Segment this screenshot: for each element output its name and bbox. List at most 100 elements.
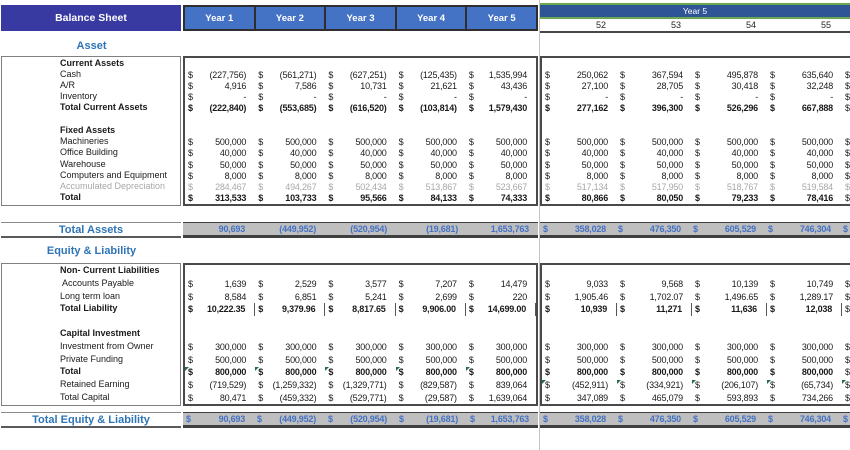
value-cell[interactable]: $ (520,954) bbox=[325, 413, 396, 425]
value-cell[interactable]: $746,304 bbox=[765, 223, 840, 235]
row-label[interactable]: Private Funding bbox=[60, 353, 124, 364]
row-label[interactable]: Non- Current Liabilities bbox=[60, 265, 160, 276]
value-cell[interactable]: $ (449,952) bbox=[254, 413, 325, 425]
value-cell[interactable]: $500,000 bbox=[617, 353, 692, 366]
value-cell[interactable]: $12,038 bbox=[767, 302, 842, 316]
row-label[interactable]: Accumulated Depreciation bbox=[60, 181, 166, 192]
value-cell[interactable]: $605,529 bbox=[690, 413, 765, 425]
value-cell[interactable]: $300,000 bbox=[325, 341, 395, 354]
value-cell[interactable]: $ (529,771) bbox=[325, 391, 395, 404]
overflow-currency-cell[interactable]: $ bbox=[842, 366, 850, 379]
value-cell[interactable]: $40,000 bbox=[617, 148, 692, 159]
value-cell[interactable]: $27,100 bbox=[542, 80, 617, 91]
value-cell[interactable]: $ (227,756) bbox=[185, 69, 255, 80]
value-cell[interactable]: $4,916 bbox=[185, 80, 255, 91]
overflow-currency-cell[interactable]: $ bbox=[840, 413, 850, 425]
value-cell[interactable]: $80,050 bbox=[617, 193, 692, 204]
value-cell[interactable]: $ (561,271) bbox=[255, 69, 325, 80]
value-cell[interactable]: $ (29,587) bbox=[396, 391, 466, 404]
row-label[interactable]: Investment from Owner bbox=[60, 341, 154, 352]
value-cell[interactable]: $30,418 bbox=[692, 80, 767, 91]
value-cell[interactable]: $ (452,911) bbox=[542, 379, 617, 392]
value-cell[interactable]: $494,267 bbox=[255, 181, 325, 192]
value-cell[interactable]: $518,767 bbox=[692, 181, 767, 192]
value-cell[interactable]: $3,577 bbox=[325, 278, 395, 291]
year-tab-header[interactable]: Year 5 bbox=[467, 7, 536, 29]
overflow-currency-cell[interactable]: $ bbox=[842, 92, 850, 103]
value-cell[interactable]: $40,000 bbox=[325, 148, 395, 159]
value-cell[interactable]: $800,000 bbox=[617, 366, 692, 379]
value-cell[interactable]: $800,000 bbox=[692, 366, 767, 379]
value-cell[interactable]: $284,467 bbox=[185, 181, 255, 192]
value-cell[interactable]: $50,000 bbox=[767, 159, 842, 170]
value-cell[interactable]: $9,033 bbox=[542, 278, 617, 291]
value-cell[interactable]: $746,304 bbox=[765, 413, 840, 425]
value-cell[interactable]: $ - bbox=[396, 92, 466, 103]
value-cell[interactable]: (520,954) bbox=[325, 223, 396, 235]
value-cell[interactable]: $9,568 bbox=[617, 278, 692, 291]
value-cell[interactable]: $103,733 bbox=[255, 193, 325, 204]
value-cell[interactable]: $517,134 bbox=[542, 181, 617, 192]
value-cell[interactable]: $ (459,332) bbox=[255, 391, 325, 404]
value-cell[interactable]: $8,000 bbox=[185, 170, 255, 181]
value-cell[interactable]: $500,000 bbox=[692, 353, 767, 366]
row-label[interactable]: Long term loan bbox=[60, 290, 121, 301]
value-cell[interactable]: $300,000 bbox=[185, 341, 255, 354]
value-cell[interactable]: $50,000 bbox=[617, 159, 692, 170]
value-cell[interactable]: $500,000 bbox=[396, 137, 466, 148]
overflow-currency-cell[interactable]: $ bbox=[842, 159, 850, 170]
value-cell[interactable]: $79,233 bbox=[692, 193, 767, 204]
value-cell[interactable]: $8,000 bbox=[617, 170, 692, 181]
row-label[interactable]: Total bbox=[60, 366, 81, 377]
value-cell[interactable]: $40,000 bbox=[255, 148, 325, 159]
value-cell[interactable]: (19,681) bbox=[396, 223, 467, 235]
overflow-currency-cell[interactable]: $ bbox=[842, 137, 850, 148]
value-cell[interactable]: $50,000 bbox=[466, 159, 536, 170]
value-cell[interactable]: $ (334,921) bbox=[617, 379, 692, 392]
value-cell[interactable]: $500,000 bbox=[542, 137, 617, 148]
value-cell[interactable]: $8,000 bbox=[542, 170, 617, 181]
value-cell[interactable]: $1,579,430 bbox=[466, 103, 536, 114]
value-cell[interactable]: $635,640 bbox=[767, 69, 842, 80]
value-cell[interactable]: $1,496.65 bbox=[692, 290, 767, 303]
value-cell[interactable]: $78,416 bbox=[767, 193, 842, 204]
value-cell[interactable]: $300,000 bbox=[255, 341, 325, 354]
value-cell[interactable]: $277,162 bbox=[542, 103, 617, 114]
value-cell[interactable]: $800,000 bbox=[767, 366, 842, 379]
overflow-currency-cell[interactable]: $ bbox=[842, 303, 850, 316]
row-label[interactable]: Warehouse bbox=[60, 158, 106, 169]
value-cell[interactable]: $500,000 bbox=[255, 137, 325, 148]
value-cell[interactable]: $1,639,064 bbox=[466, 391, 536, 404]
value-cell[interactable]: $9,906.00 bbox=[396, 302, 466, 316]
value-cell[interactable]: $ (627,251) bbox=[325, 69, 395, 80]
value-cell[interactable]: $32,248 bbox=[767, 80, 842, 91]
value-cell[interactable]: $10,749 bbox=[767, 278, 842, 291]
value-cell[interactable]: $526,296 bbox=[692, 103, 767, 114]
value-cell[interactable]: $50,000 bbox=[542, 159, 617, 170]
value-cell[interactable]: $800,000 bbox=[395, 366, 466, 379]
overflow-currency-cell[interactable]: $ bbox=[842, 170, 850, 181]
value-cell[interactable]: $40,000 bbox=[466, 148, 536, 159]
value-cell[interactable]: $8,000 bbox=[767, 170, 842, 181]
value-cell[interactable]: $14,699.00 bbox=[466, 302, 537, 316]
row-label[interactable]: Capital Investment bbox=[60, 328, 141, 339]
value-cell[interactable]: $2,529 bbox=[255, 278, 325, 291]
value-cell[interactable]: $300,000 bbox=[692, 341, 767, 354]
value-cell[interactable]: $500,000 bbox=[767, 137, 842, 148]
value-cell[interactable]: 1,653,763 bbox=[467, 223, 538, 235]
value-cell[interactable]: $8,000 bbox=[692, 170, 767, 181]
value-cell[interactable]: $14,479 bbox=[466, 278, 536, 291]
row-label[interactable]: Inventory bbox=[60, 91, 98, 102]
year-tab-header[interactable]: Year 3 bbox=[326, 7, 395, 29]
row-label[interactable]: Total bbox=[60, 192, 81, 203]
value-cell[interactable]: $6,851 bbox=[255, 290, 325, 303]
value-cell[interactable]: $84,133 bbox=[396, 193, 466, 204]
value-cell[interactable]: $800,000 bbox=[255, 366, 325, 379]
overflow-currency-cell[interactable]: $ bbox=[842, 278, 850, 291]
value-cell[interactable]: $313,533 bbox=[185, 193, 255, 204]
value-cell[interactable]: $517,950 bbox=[617, 181, 692, 192]
value-cell[interactable]: $800,000 bbox=[542, 366, 617, 379]
value-cell[interactable]: $605,529 bbox=[690, 223, 765, 235]
overflow-currency-cell[interactable]: $ bbox=[842, 80, 850, 91]
value-cell[interactable]: $ - bbox=[617, 92, 692, 103]
